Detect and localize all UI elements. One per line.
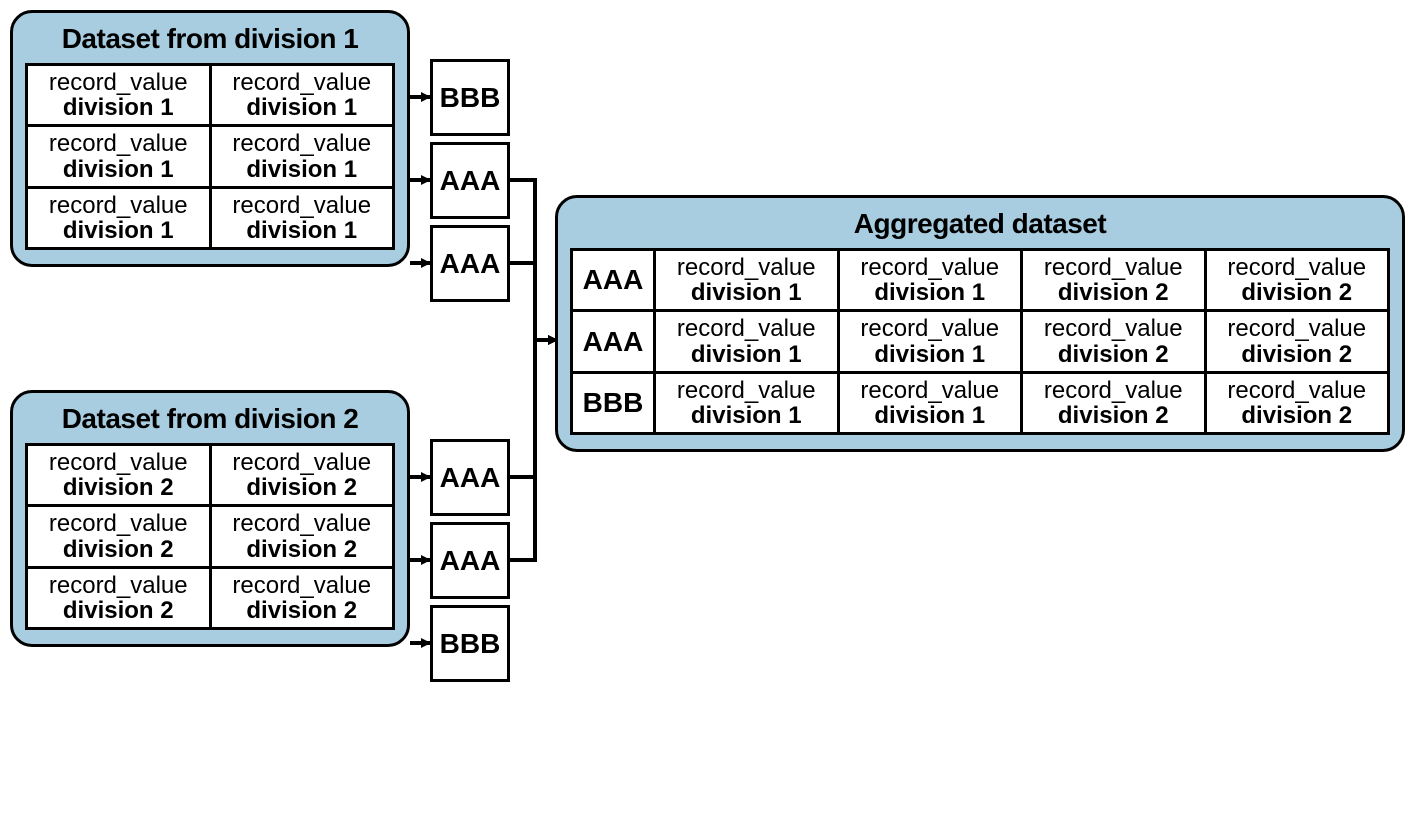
aggregated-grid: AAA record_valuedivision 1 record_valued… bbox=[570, 248, 1390, 435]
dataset1-title: Dataset from division 1 bbox=[25, 23, 395, 55]
key-cell: AAA bbox=[430, 142, 510, 219]
table-cell: record_valuedivision 2 bbox=[1207, 312, 1388, 370]
table-cell: record_valuedivision 1 bbox=[656, 251, 837, 309]
key-cell: BBB bbox=[430, 59, 510, 136]
table-cell: record_valuedivision 2 bbox=[28, 446, 209, 504]
table-cell: record_valuedivision 2 bbox=[212, 507, 393, 565]
key-cell: AAA bbox=[430, 225, 510, 302]
table-cell: record_valuedivision 1 bbox=[212, 66, 393, 124]
key-cell: AAA bbox=[430, 522, 510, 599]
dataset1-grid: record_valuedivision 1 record_valuedivis… bbox=[25, 63, 395, 250]
table-cell: record_valuedivision 1 bbox=[840, 374, 1021, 432]
key-cell: AAA bbox=[430, 439, 510, 516]
aggregated-title: Aggregated dataset bbox=[570, 208, 1390, 240]
table-cell: record_valuedivision 2 bbox=[212, 446, 393, 504]
table-cell: record_valuedivision 2 bbox=[1207, 251, 1388, 309]
table-cell: record_valuedivision 1 bbox=[656, 312, 837, 370]
table-cell: record_valuedivision 1 bbox=[28, 189, 209, 247]
table-cell: record_valuedivision 2 bbox=[1023, 374, 1204, 432]
table-cell: record_valuedivision 1 bbox=[212, 127, 393, 185]
table-cell: record_valuedivision 2 bbox=[1207, 374, 1388, 432]
table-cell: record_valuedivision 1 bbox=[840, 312, 1021, 370]
agg-key-cell: AAA bbox=[573, 312, 653, 370]
dataset2-panel: Dataset from division 2 record_valuedivi… bbox=[10, 390, 410, 647]
dataset2-title: Dataset from division 2 bbox=[25, 403, 395, 435]
table-cell: record_valuedivision 2 bbox=[1023, 251, 1204, 309]
table-cell: record_valuedivision 2 bbox=[28, 569, 209, 627]
agg-key-cell: BBB bbox=[573, 374, 653, 432]
dataset2-grid: record_valuedivision 2 record_valuedivis… bbox=[25, 443, 395, 630]
table-cell: record_valuedivision 1 bbox=[28, 127, 209, 185]
table-cell: record_valuedivision 1 bbox=[212, 189, 393, 247]
table-cell: record_valuedivision 1 bbox=[28, 66, 209, 124]
table-cell: record_valuedivision 1 bbox=[840, 251, 1021, 309]
table-cell: record_valuedivision 2 bbox=[212, 569, 393, 627]
agg-key-cell: AAA bbox=[573, 251, 653, 309]
table-cell: record_valuedivision 2 bbox=[28, 507, 209, 565]
aggregated-panel: Aggregated dataset AAA record_valuedivis… bbox=[555, 195, 1405, 452]
table-cell: record_valuedivision 1 bbox=[656, 374, 837, 432]
table-cell: record_valuedivision 2 bbox=[1023, 312, 1204, 370]
dataset1-panel: Dataset from division 1 record_valuedivi… bbox=[10, 10, 410, 267]
key-cell: BBB bbox=[430, 605, 510, 682]
